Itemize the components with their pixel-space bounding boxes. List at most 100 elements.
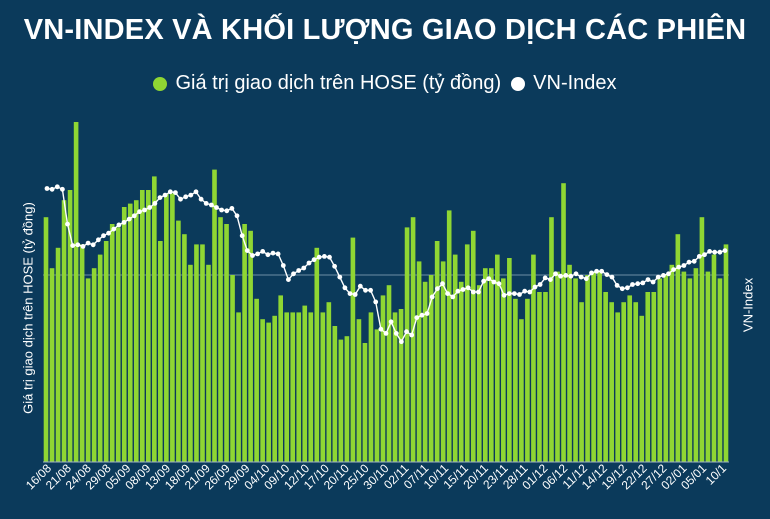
vn-index-point: [286, 277, 291, 282]
vn-index-point: [671, 267, 676, 272]
vn-index-point: [542, 275, 548, 281]
vn-index-point: [337, 274, 343, 280]
bar: [398, 309, 404, 462]
vn-index-point: [142, 207, 148, 213]
bar: [489, 268, 494, 462]
bar: [158, 241, 163, 462]
vn-index-point: [368, 287, 373, 293]
vn-index-point: [157, 195, 163, 201]
bar: [109, 224, 115, 462]
bar: [200, 244, 205, 462]
vn-index-point: [568, 273, 574, 279]
vn-index-point: [280, 263, 286, 268]
vn-index-point: [44, 186, 50, 191]
vn-index-point: [717, 249, 723, 255]
legend-label-line: VN-Index: [533, 72, 617, 94]
vn-index-point: [589, 270, 594, 276]
vn-index-point: [106, 230, 111, 236]
vn-index-point: [70, 243, 76, 249]
bar: [43, 217, 49, 462]
bar: [380, 295, 386, 462]
bar: [440, 261, 446, 462]
vn-index-point: [60, 186, 65, 192]
bar: [681, 271, 687, 462]
vn-index-point: [681, 263, 687, 268]
bar: [182, 234, 187, 462]
vn-index-point: [409, 332, 415, 338]
bar: [693, 268, 699, 462]
bar: [699, 217, 705, 462]
bar: [49, 268, 55, 462]
bar: [549, 217, 554, 462]
vn-index-point: [85, 240, 91, 246]
bar: [115, 227, 121, 462]
vn-index-point: [322, 254, 327, 259]
chart-title: VN-INDEX VÀ KHỐI LƯỢNG GIAO DỊCH CÁC PHI…: [23, 14, 747, 46]
vn-index-point: [203, 201, 209, 206]
bar: [416, 261, 422, 462]
vn-index-point: [265, 252, 271, 258]
vn-index-point: [96, 237, 101, 243]
vn-index-point: [522, 288, 528, 294]
bar: [687, 278, 693, 462]
bar: [458, 281, 464, 462]
bar: [555, 271, 560, 462]
bar: [224, 224, 229, 462]
vn-index-point: [527, 289, 533, 295]
bar: [639, 315, 645, 462]
bar: [254, 298, 259, 462]
vn-index-point: [481, 278, 486, 284]
bar: [290, 312, 296, 462]
vn-index-point: [239, 233, 245, 239]
bar: [284, 312, 290, 462]
bar: [519, 319, 524, 462]
bar: [513, 298, 518, 462]
legend-swatch-line: [511, 76, 526, 91]
vn-index-point: [419, 312, 425, 318]
bar: [61, 200, 67, 462]
vn-index-point: [506, 291, 512, 296]
vn-index-point: [147, 205, 153, 210]
vn-index-point: [635, 281, 641, 287]
bar: [139, 190, 145, 462]
bar: [332, 326, 338, 462]
vn-index-point: [619, 286, 625, 292]
vn-index-point: [357, 283, 363, 289]
vn-index-point: [548, 277, 553, 282]
vn-index-point: [363, 287, 368, 293]
vn-index-point: [722, 248, 728, 254]
vn-index-point: [260, 249, 266, 254]
bar: [230, 275, 235, 462]
bar: [657, 278, 663, 462]
vn-index-point: [578, 274, 584, 280]
vn-index-point: [470, 289, 476, 295]
vn-index-point: [563, 273, 569, 278]
vn-index-point: [640, 280, 646, 286]
vn-index-point: [306, 260, 312, 266]
vn-index-point: [229, 206, 235, 211]
bar: [91, 268, 97, 462]
bar: [260, 319, 265, 462]
vn-index-point: [625, 285, 630, 291]
bar: [597, 271, 602, 462]
bar: [103, 241, 109, 462]
bar: [705, 271, 711, 462]
vn-index-point: [696, 254, 702, 259]
bar: [194, 244, 199, 462]
bar: [362, 343, 368, 462]
legend: Giá trị giao dịch trên HOSE (tỷ đồng) VN…: [0, 72, 770, 95]
vn-index-point: [167, 189, 173, 195]
bar: [266, 322, 271, 462]
bar: [482, 268, 488, 462]
vn-index-point: [352, 292, 358, 297]
bar: [645, 292, 651, 462]
bar: [296, 312, 302, 462]
bar: [55, 247, 61, 462]
vn-index-point: [599, 268, 605, 274]
x-tick-label: 10/1: [703, 461, 730, 488]
vn-index-point: [378, 326, 384, 332]
bar: [452, 254, 458, 462]
bar: [591, 271, 596, 462]
bar: [73, 122, 79, 462]
bar: [476, 285, 482, 462]
